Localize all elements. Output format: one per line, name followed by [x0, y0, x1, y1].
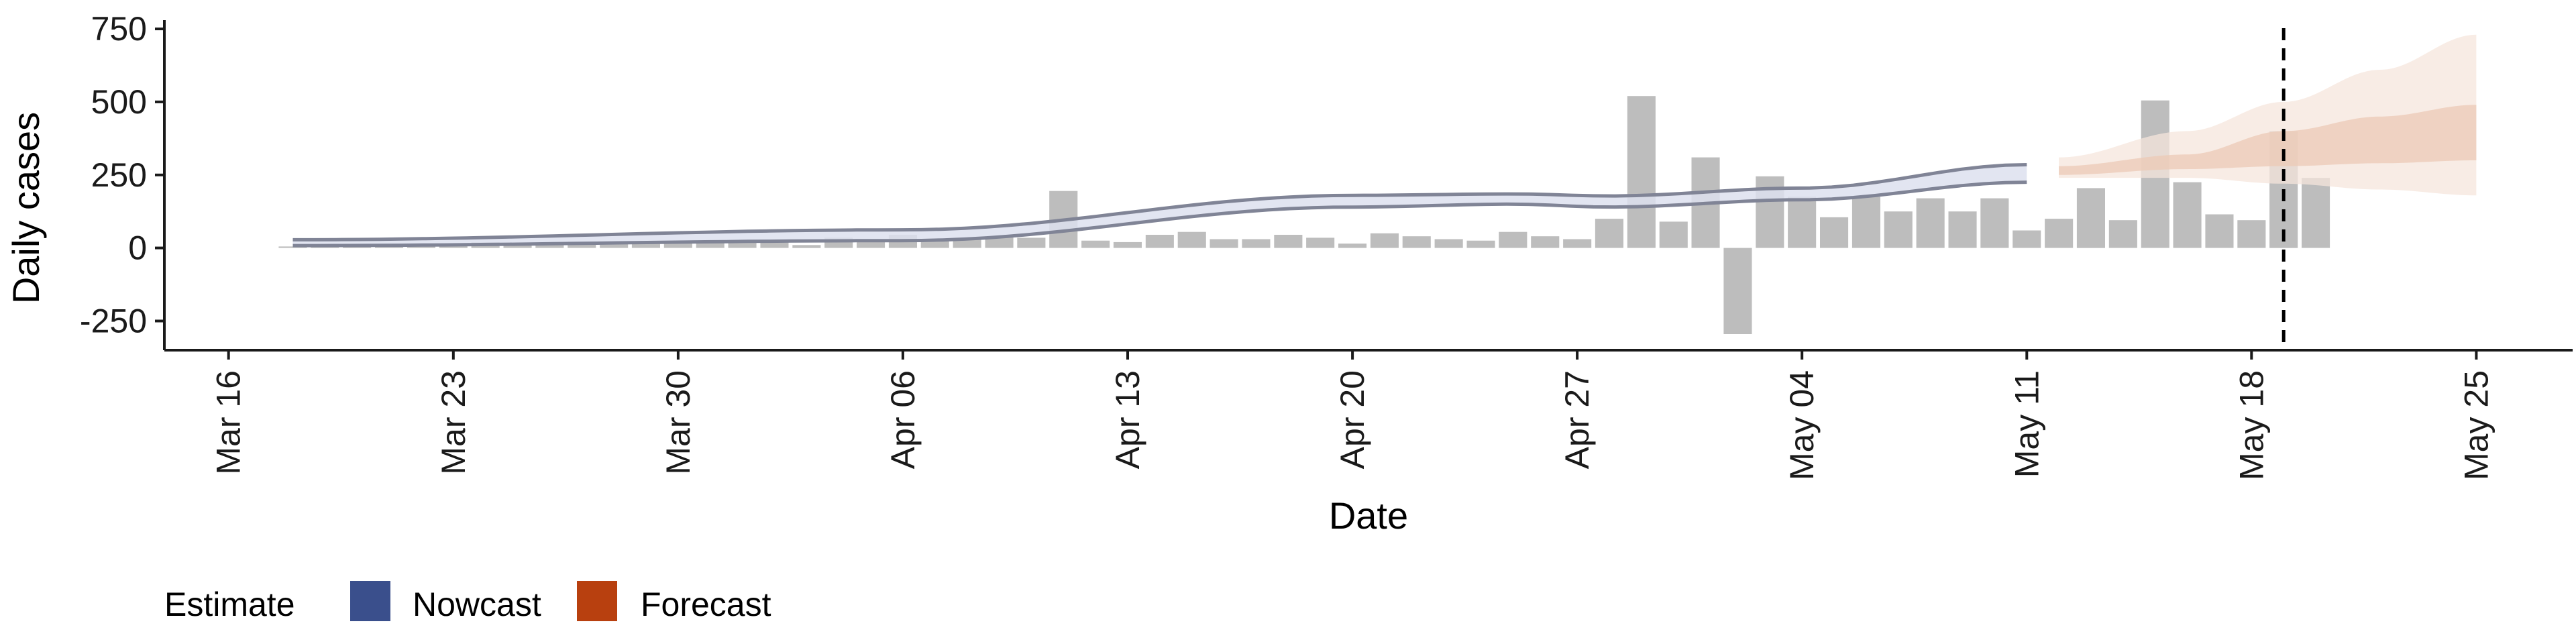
case-bar — [2076, 188, 2105, 248]
legend-title: Estimate — [164, 586, 295, 623]
case-bar — [1723, 248, 1752, 334]
case-bar — [1338, 244, 1367, 248]
case-bar — [728, 241, 757, 248]
case-bar — [631, 241, 660, 248]
x-tick-label: May 11 — [2008, 370, 2045, 478]
bars-layer — [278, 96, 2330, 334]
x-tick-label: May 18 — [2233, 370, 2270, 480]
x-tick-label: Mar 23 — [435, 370, 472, 475]
x-tick-label: Apr 06 — [884, 370, 922, 469]
y-tick-label: 500 — [91, 83, 147, 121]
legend-swatch-forecast — [577, 581, 617, 621]
case-bar — [1274, 235, 1303, 248]
x-tick-label: May 04 — [1783, 370, 1821, 480]
case-bar — [1242, 239, 1271, 248]
axes-layer: -250 0 250 500 750 Mar 16 Mar 23 Mar 30 Apr 06 Ap… — [80, 10, 2573, 480]
case-bar — [600, 244, 629, 248]
case-bar — [696, 242, 724, 248]
case-bar — [278, 246, 307, 248]
case-bar — [1145, 235, 1174, 248]
x-tick-label: Mar 16 — [210, 370, 248, 475]
case-bar — [1916, 198, 1945, 248]
case-bar — [2012, 230, 2041, 248]
case-bar — [1370, 233, 1399, 248]
case-bar — [1499, 231, 1527, 248]
case-bar — [2205, 214, 2234, 248]
case-bar — [1851, 197, 1880, 248]
estimate-bands-layer — [292, 34, 2477, 248]
case-bar — [1017, 237, 1046, 248]
case-bar — [1595, 219, 1623, 248]
case-bar — [1210, 239, 1238, 248]
x-tick-label: Mar 30 — [659, 370, 697, 475]
nowcast-lower-line — [292, 180, 2027, 248]
legend-swatch-nowcast — [350, 581, 390, 621]
case-bar — [792, 245, 821, 248]
case-bar — [857, 240, 885, 248]
x-tick-label: Apr 20 — [1334, 370, 1371, 469]
case-bar — [1306, 237, 1335, 248]
case-bar — [1113, 241, 1142, 248]
case-bar — [2302, 178, 2330, 248]
case-bar — [2237, 220, 2266, 248]
x-axis-title: Date — [1329, 494, 1408, 537]
y-axis-title: Daily cases — [5, 112, 47, 304]
case-bar — [503, 244, 532, 248]
y-tick-label: 750 — [91, 10, 147, 48]
case-bar — [1820, 217, 1849, 248]
case-bar — [663, 243, 692, 248]
case-bar — [1402, 236, 1431, 248]
y-tick-label: -250 — [80, 303, 147, 340]
case-bar — [2173, 182, 2202, 248]
case-bar — [1531, 236, 1560, 248]
legend-label-nowcast: Nowcast — [413, 586, 541, 623]
case-bar — [1434, 239, 1463, 248]
case-bar — [2108, 220, 2137, 248]
case-bar — [1177, 231, 1206, 248]
case-bar — [1980, 198, 2009, 248]
case-bar — [2045, 219, 2074, 248]
forecast-inner-band — [2059, 105, 2477, 175]
case-bar — [1659, 221, 1688, 248]
case-bar — [1948, 211, 1977, 248]
case-bar — [985, 236, 1014, 248]
x-tick-label: Apr 13 — [1109, 370, 1146, 469]
case-bar — [1627, 96, 1656, 248]
legend: Estimate Nowcast Forecast — [164, 581, 771, 623]
y-tick-label: 0 — [128, 229, 147, 267]
nowcast-upper-line — [292, 163, 2027, 241]
legend-label-forecast: Forecast — [641, 586, 771, 623]
case-bar — [760, 241, 789, 248]
x-tick-label: May 25 — [2457, 370, 2495, 480]
case-bar — [1081, 240, 1110, 248]
y-tick-label: 250 — [91, 156, 147, 194]
case-bar — [1884, 211, 1913, 248]
case-bar — [1563, 239, 1592, 248]
case-bar — [1466, 240, 1495, 248]
case-bar — [1788, 197, 1817, 248]
x-tick-label: Apr 27 — [1558, 370, 1596, 469]
